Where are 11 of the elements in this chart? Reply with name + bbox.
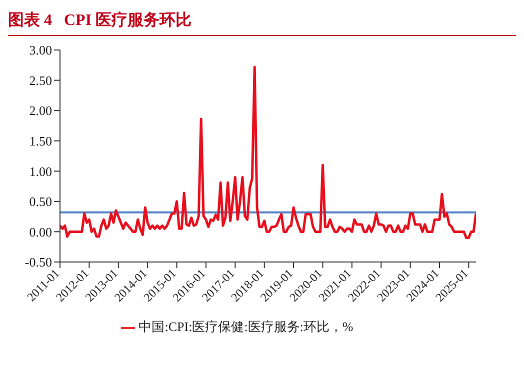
y-tick-label: 1.50 <box>29 133 52 148</box>
y-tick-label: -0.50 <box>24 254 52 270</box>
y-tick-label: 3.00 <box>29 42 52 58</box>
legend-label: 中国:CPI:医疗保健:医疗服务:环比，% <box>138 319 354 334</box>
y-tick-label: 0.50 <box>29 194 52 210</box>
y-tick-label: 2.50 <box>29 72 52 88</box>
y-tick-label: 2.00 <box>29 103 52 118</box>
line-series <box>60 66 476 240</box>
y-tick-label: 0.00 <box>29 224 52 240</box>
chart-title: 图表 4 CPI 医疗服务环比 <box>8 8 516 36</box>
y-tick-label: 1.00 <box>29 164 52 179</box>
